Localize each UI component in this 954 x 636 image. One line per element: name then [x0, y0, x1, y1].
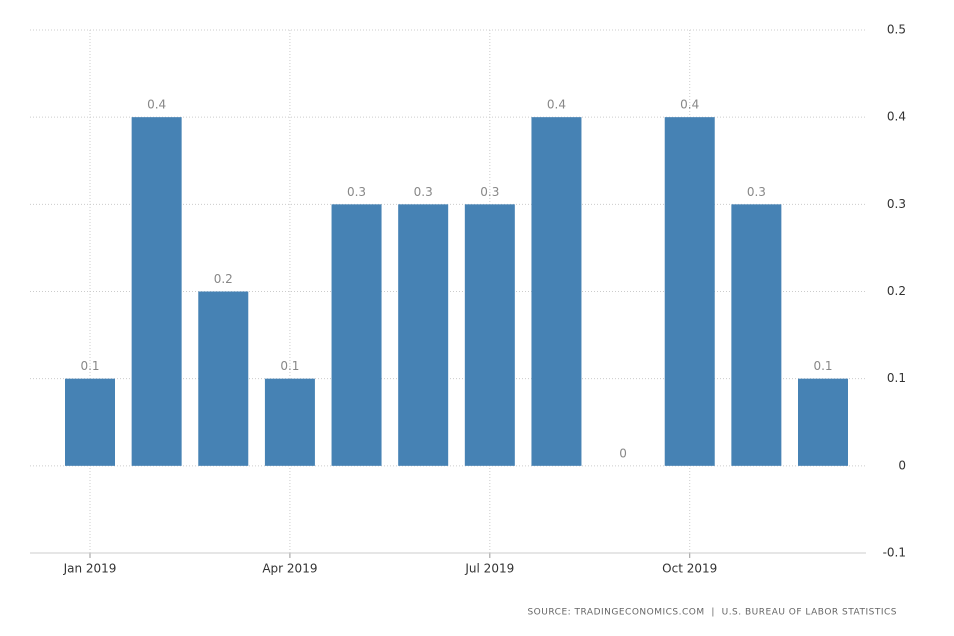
value-label: 0.3: [414, 185, 433, 199]
value-label: 0.2: [214, 272, 233, 286]
value-label: 0.4: [680, 98, 699, 112]
bar: [198, 291, 249, 466]
value-label: 0.4: [147, 98, 166, 112]
bar: [65, 378, 115, 466]
value-label: 0.1: [80, 359, 99, 373]
bar: [664, 117, 715, 466]
bar: [464, 204, 515, 466]
bar: [331, 204, 382, 466]
x-tick-label: Oct 2019: [662, 562, 717, 576]
value-label: 0.4: [547, 98, 566, 112]
value-label: 0.3: [347, 185, 366, 199]
y-tick-label: 0.2: [887, 284, 906, 298]
bar: [264, 378, 315, 466]
y-tick-label: 0.3: [887, 197, 906, 211]
bar: [798, 378, 848, 466]
x-tick-label: Jul 2019: [464, 562, 514, 576]
bar: [531, 117, 582, 466]
y-tick-label: 0.1: [887, 371, 906, 385]
x-tick-label: Apr 2019: [262, 562, 317, 576]
value-label: 0.3: [480, 185, 499, 199]
y-tick-label: 0.5: [887, 23, 906, 37]
bar: [731, 204, 782, 466]
bar: [398, 204, 449, 466]
x-tick-label: Jan 2019: [63, 562, 117, 576]
y-tick-label: 0.4: [887, 110, 906, 124]
value-label: 0: [619, 446, 627, 460]
value-label: 0.1: [813, 359, 832, 373]
value-label: 0.3: [747, 185, 766, 199]
y-tick-label: 0: [898, 458, 906, 472]
y-tick-label: -0.1: [883, 546, 906, 560]
source: SOURCE: TRADINGECONOMICS.COM | U.S. BURE…: [527, 608, 897, 618]
bar: [131, 117, 182, 466]
value-label: 0.1: [280, 359, 299, 373]
